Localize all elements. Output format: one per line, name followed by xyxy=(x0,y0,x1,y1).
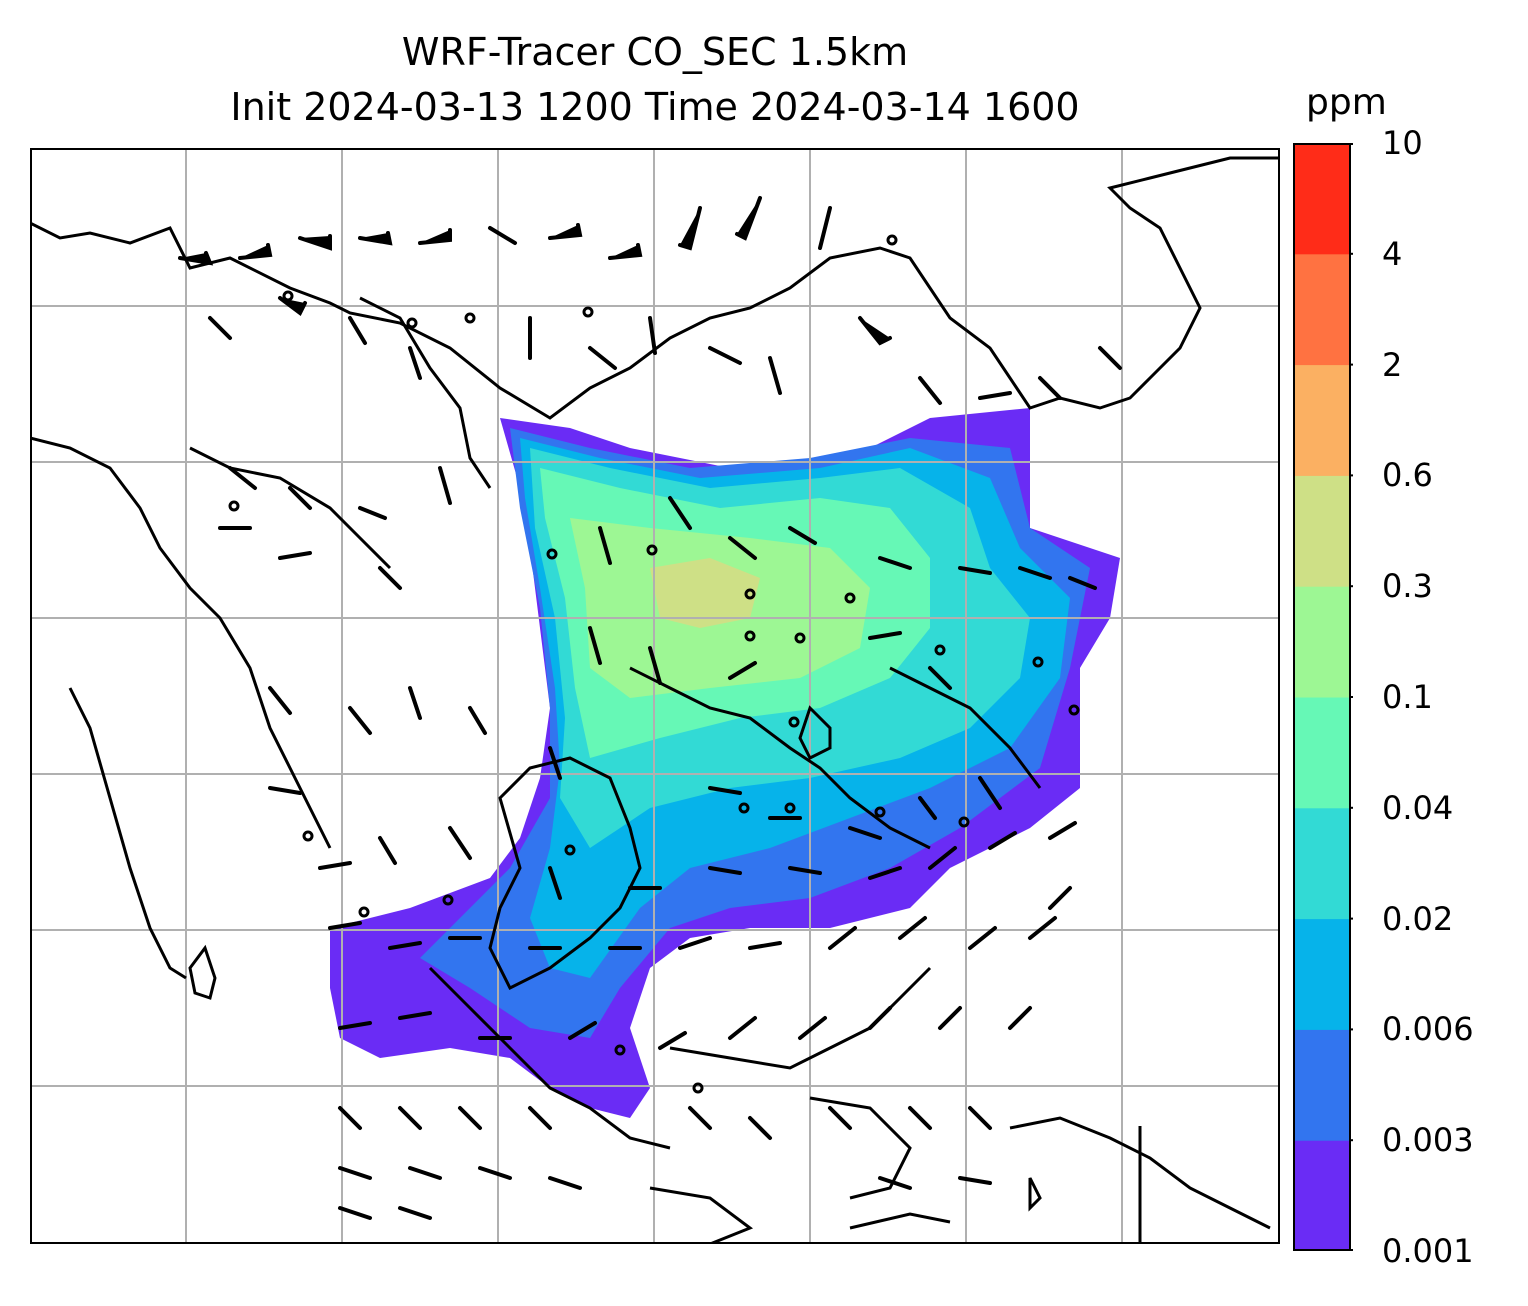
colorbar xyxy=(1293,143,1353,1251)
map-panel xyxy=(30,148,1280,1244)
colorbar-segment xyxy=(1294,807,1350,920)
colorbar-segment xyxy=(1294,586,1350,698)
colorbar-tick-label: 0.006 xyxy=(1382,1010,1474,1049)
colorbar-segment xyxy=(1294,1140,1350,1251)
colorbar-unit: ppm xyxy=(1306,82,1387,123)
colorbar-tick-label: 0.02 xyxy=(1382,899,1454,938)
colorbar-tick-label: 0.003 xyxy=(1382,1121,1474,1160)
wind-barbs xyxy=(178,196,1122,1220)
map-title-line2: Init 2024-03-13 1200 Time 2024-03-14 160… xyxy=(230,85,1080,129)
colorbar-tick-label: 2 xyxy=(1382,345,1403,384)
map-frame xyxy=(30,148,1280,1244)
coastlines xyxy=(30,156,1280,1244)
colorbar-segment xyxy=(1294,364,1350,476)
colorbar-segment xyxy=(1294,918,1350,1030)
calm-wind-markers xyxy=(228,234,1080,1094)
colorbar-segment xyxy=(1294,1029,1350,1141)
tracer-plume xyxy=(330,408,1120,1118)
colorbar-tick-label: 0.001 xyxy=(1382,1232,1474,1270)
colorbar-segment xyxy=(1294,475,1350,587)
colorbar-tick-label: 0.6 xyxy=(1382,456,1433,495)
colorbar-tick-label: 0.04 xyxy=(1382,788,1454,827)
colorbar-segment xyxy=(1294,697,1350,809)
map-title-line1: WRF-Tracer CO_SEC 1.5km xyxy=(401,30,909,74)
colorbar-tick-label: 10 xyxy=(1382,124,1423,162)
colorbar-segment xyxy=(1294,143,1350,255)
colorbar-tick-label: 4 xyxy=(1382,234,1403,273)
colorbar-segment xyxy=(1294,253,1350,366)
colorbar-tick-label: 0.1 xyxy=(1382,678,1433,716)
colorbar-tick-label: 0.3 xyxy=(1382,567,1433,606)
gridlines xyxy=(30,148,1280,1244)
